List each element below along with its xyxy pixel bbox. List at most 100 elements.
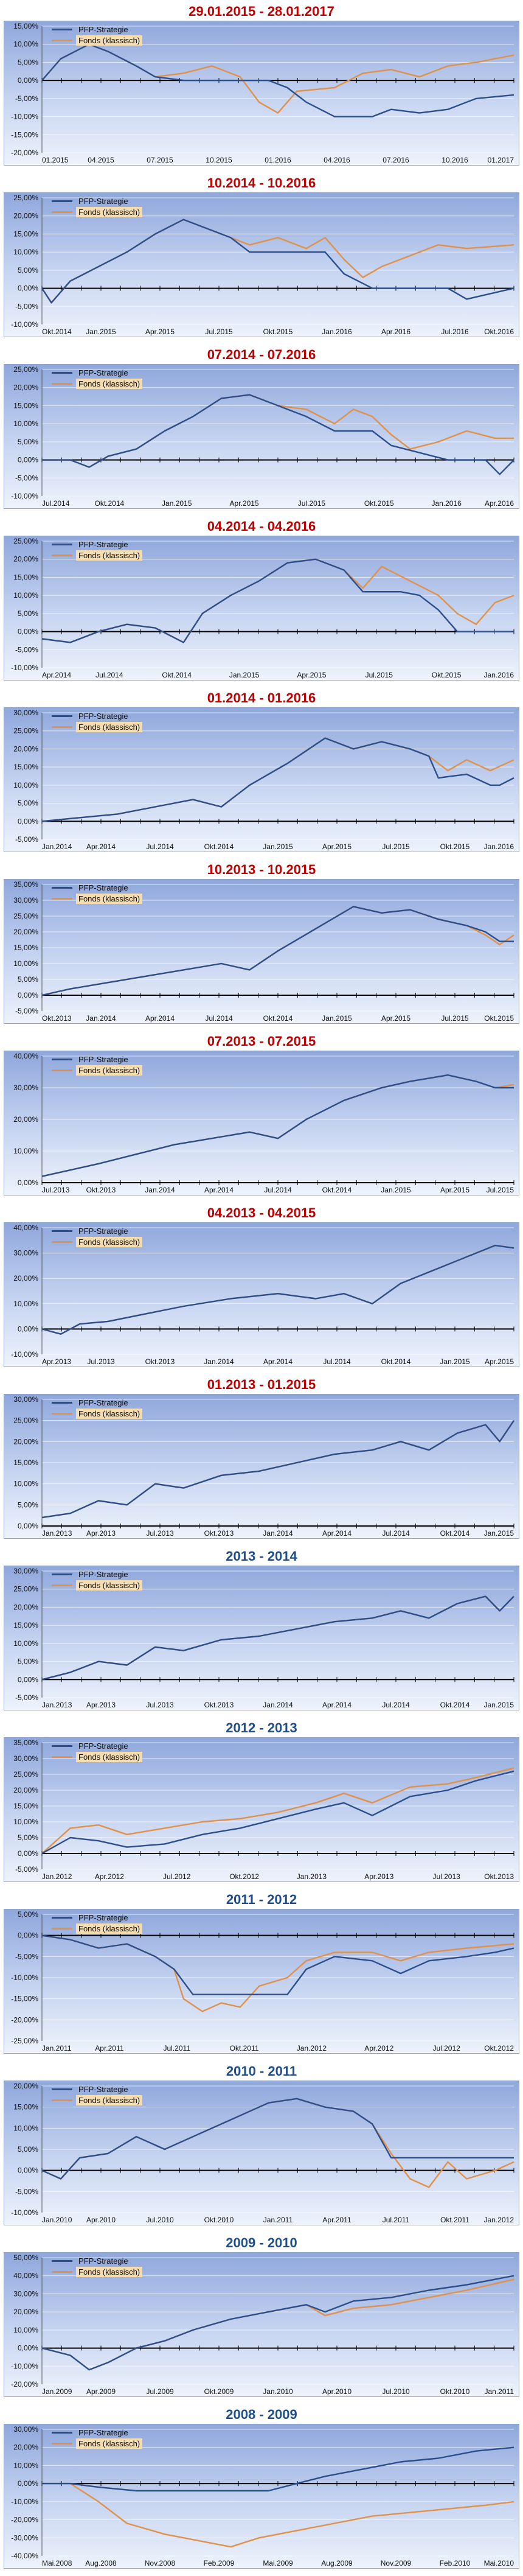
x-tick-label: Jan.2015 [381, 1186, 411, 1194]
line-chart: 30,00% 20,00% 10,00% 0,00% -10,00% -20,00% -30… [11, 2425, 514, 2567]
legend-swatch [52, 1058, 72, 1060]
legend: PFP-Strategie Fonds (klassisch) [52, 882, 143, 904]
x-tick-label: Okt.2014 [95, 499, 125, 508]
series-line-fund [41, 737, 514, 822]
x-tick-label: Apr.2010 [322, 2387, 352, 2396]
y-tick-label: 0,00% [18, 2344, 38, 2353]
y-tick-label: 40,00% [13, 1052, 38, 1060]
legend: PFP-Strategie Fonds (klassisch) [52, 2255, 143, 2277]
legend-label: PFP-Strategie [78, 196, 128, 206]
chart-title: 01.2014 - 01.2016 [207, 690, 316, 705]
legend-label: Fonds (klassisch) [76, 550, 143, 561]
x-tick-label: Okt.2011 [230, 2044, 259, 2053]
legend: PFP-Strategie Fonds (klassisch) [52, 539, 143, 561]
x-tick-label: Jul.2015 [298, 499, 326, 508]
y-tick-label: 0,00% [18, 1931, 38, 1940]
legend-swatch [52, 2088, 72, 2090]
x-tick-label: Okt.2014 [204, 842, 234, 851]
y-tick-label: 15,00% [13, 943, 38, 952]
legend-label: PFP-Strategie [78, 24, 128, 34]
y-tick-label: -10,00% [11, 2497, 38, 2506]
y-tick-label: -10,00% [11, 320, 38, 329]
y-tick-label: -5,00% [15, 645, 38, 654]
y-tick-label: 5,00% [18, 266, 38, 275]
legend: PFP-Strategie Fonds (klassisch) [52, 1740, 143, 1762]
x-tick-label: Jul.2010 [382, 2387, 410, 2396]
y-tick-label: 0,00% [18, 76, 38, 85]
y-tick-label: -10,00% [11, 2208, 38, 2217]
chart-title: 07.2013 - 07.2015 [207, 1034, 316, 1049]
legend-label: PFP-Strategie [78, 2084, 128, 2094]
x-tick-label: Okt.2010 [204, 2216, 234, 2224]
x-tick-label: Jul.2011 [383, 2216, 410, 2224]
y-tick-label: 15,00% [13, 401, 38, 410]
y-tick-label: 30,00% [13, 896, 38, 905]
y-tick-label: 30,00% [13, 1083, 38, 1092]
legend-swatch [52, 2099, 72, 2101]
legend: PFP-Strategie Fonds (klassisch) [52, 367, 143, 389]
legend-label: Fonds (klassisch) [76, 2095, 143, 2105]
x-tick-label: Apr.2015 [230, 499, 259, 508]
line-chart: 25,00% 20,00% 15,00% 10,00% 5,00% 0,00% -5,00%… [11, 365, 514, 508]
line-chart: 15,00% 10,00% 5,00% 0,00% -5,00% -10,00% -15,0… [11, 22, 514, 164]
x-tick-label: Jul.2015 [365, 671, 393, 679]
legend-label: Fonds (klassisch) [76, 721, 143, 732]
series-line-fund [41, 1934, 514, 2012]
x-tick-label: Jul.2015 [205, 327, 233, 336]
x-tick-label: Okt.2014 [322, 1186, 352, 1194]
y-tick-label: 20,00% [13, 928, 38, 936]
y-tick-label: 40,00% [13, 1223, 38, 1232]
y-tick-label: 20,00% [13, 212, 38, 220]
legend-label: Fonds (klassisch) [76, 378, 143, 389]
y-tick-label: 40,00% [13, 2272, 38, 2280]
y-tick-label: 5,00% [18, 2145, 38, 2154]
x-tick-label: Jan.2014 [263, 1529, 293, 1538]
legend-swatch [52, 1927, 72, 1930]
legend-entry-fund: Fonds (klassisch) [52, 2438, 143, 2449]
legend-swatch [52, 1230, 72, 1232]
y-tick-label: 20,00% [13, 1437, 38, 1446]
x-tick-label: Jul.2015 [382, 842, 410, 851]
chart-panel: 2010 - 2011 20,00% 15,00% 10,00% 5,00% 0,00% -… [0, 2060, 523, 2231]
x-tick-label: 01.2016 [265, 156, 291, 164]
y-tick-label: -5,00% [15, 474, 38, 482]
x-tick-label: Mai.2009 [263, 2559, 293, 2567]
chart-panel: 10.2013 - 10.2015 35,00% 30,00% 25,00% 20,00… [0, 858, 523, 1030]
legend-swatch [52, 1745, 72, 1747]
x-tick-label: Okt.2015 [440, 842, 470, 851]
legend-label: PFP-Strategie [78, 1741, 128, 1751]
y-tick-label: 5,00% [18, 58, 38, 66]
legend-swatch [52, 28, 72, 30]
legend-swatch [52, 543, 72, 545]
legend-label: Fonds (klassisch) [76, 206, 143, 217]
x-tick-label: Apr.2015 [440, 1186, 469, 1194]
x-tick-label: Apr.2015 [381, 1014, 410, 1023]
y-tick-label: -20,00% [11, 2015, 38, 2024]
series-line-fund [41, 1074, 514, 1177]
legend: PFP-Strategie Fonds (klassisch) [52, 195, 143, 217]
series-line-strategy [41, 1934, 514, 1995]
x-tick-label: Jan.2015 [484, 1701, 514, 1709]
x-tick-label: Apr.2013 [86, 1701, 116, 1709]
y-tick-label: 30,00% [13, 1395, 38, 1404]
x-tick-label: Apr.2014 [42, 671, 71, 679]
y-tick-label: 10,00% [13, 591, 38, 600]
x-tick-label: 10.2015 [206, 156, 232, 164]
legend-swatch [52, 1412, 72, 1415]
y-tick-label: 30,00% [13, 1567, 38, 1575]
y-tick-label: 35,00% [13, 1738, 38, 1747]
y-tick-label: 10,00% [13, 1147, 38, 1155]
legend-swatch [52, 211, 72, 213]
legend-label: PFP-Strategie [78, 883, 128, 892]
legend-entry-fund: Fonds (klassisch) [52, 378, 143, 389]
y-tick-label: -5,00% [15, 1693, 38, 1702]
y-tick-label: 0,00% [18, 2166, 38, 2175]
legend-label: Fonds (klassisch) [76, 2438, 143, 2449]
legend: PFP-Strategie Fonds (klassisch) [52, 710, 143, 732]
series-line-fund [41, 1767, 514, 1854]
legend-label: Fonds (klassisch) [76, 1580, 143, 1591]
plot-area: 50,00% 40,00% 30,00% 20,00% 10,00% 0,00% -10,0… [4, 2252, 519, 2397]
y-tick-label: 30,00% [13, 1754, 38, 1763]
x-tick-label: Apr.2014 [322, 1529, 352, 1538]
chart-title: 2010 - 2011 [226, 2063, 297, 2079]
